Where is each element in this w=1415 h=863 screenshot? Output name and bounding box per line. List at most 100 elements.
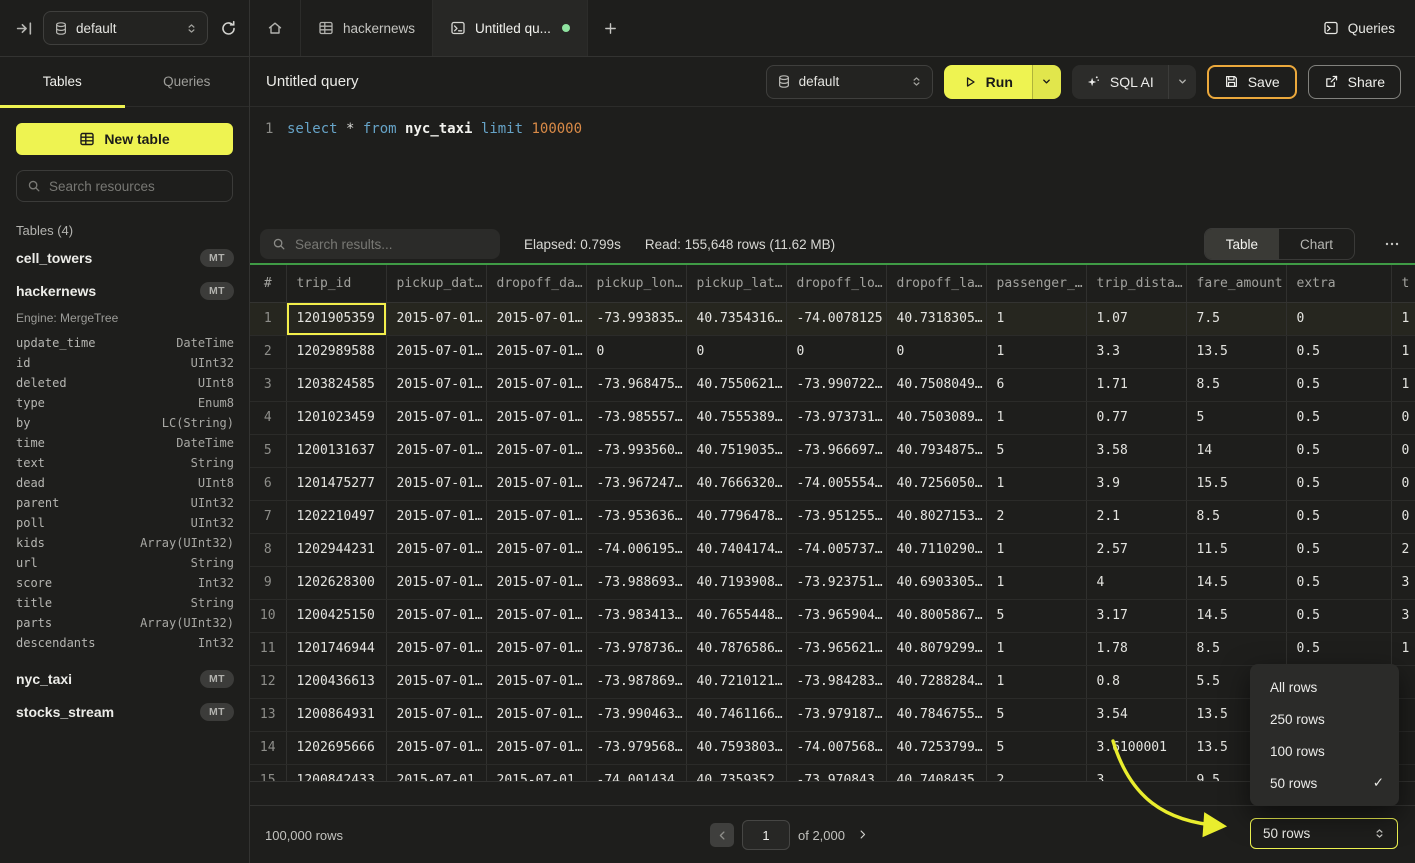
table-cell[interactable]: 2015-07-01… <box>386 434 487 468</box>
table-cell[interactable]: 1203824585 <box>286 368 387 402</box>
table-cell[interactable]: 40.7110290… <box>886 533 987 567</box>
table-cell[interactable]: 1 <box>1391 632 1415 666</box>
column-header[interactable]: pickup_lon… <box>586 265 687 303</box>
table-cell[interactable]: 2015-07-01… <box>486 335 587 369</box>
table-cell[interactable]: 40.7519035… <box>686 434 787 468</box>
table-cell[interactable]: 2015-07-01… <box>386 335 487 369</box>
table-cell[interactable]: 40.8079299… <box>886 632 987 666</box>
table-cell[interactable]: 0 <box>1391 467 1415 501</box>
table-cell[interactable]: 0.5 <box>1286 632 1392 666</box>
column-header[interactable]: dropoff_lo… <box>786 265 887 303</box>
table-cell[interactable]: 4 <box>1086 566 1187 600</box>
tab-untitled-query[interactable]: Untitled qu... <box>433 0 588 56</box>
table-cell[interactable]: 1 <box>986 302 1087 336</box>
table-cell[interactable]: 0.5 <box>1286 368 1392 402</box>
table-cell[interactable]: 2015-07-01… <box>386 302 487 336</box>
table-cell[interactable]: -73.973731… <box>786 401 887 435</box>
table-cell[interactable]: 2015-07-01… <box>386 566 487 600</box>
column-header[interactable]: dropoff_da… <box>486 265 587 303</box>
column-header[interactable]: dropoff_la… <box>886 265 987 303</box>
table-cell[interactable]: 0 <box>1391 500 1415 534</box>
table-cell[interactable]: 2015-07-01… <box>386 764 487 781</box>
table-cell[interactable]: 0 <box>886 335 987 369</box>
table-cell[interactable]: 40.7876586… <box>686 632 787 666</box>
table-cell[interactable]: 14 <box>250 731 287 765</box>
table-cell[interactable]: -73.985557… <box>586 401 687 435</box>
table-cell[interactable]: 4 <box>250 401 287 435</box>
sidebar-item-hackernews[interactable]: hackernews MT <box>16 274 234 307</box>
table-cell[interactable]: 0.5 <box>1286 467 1392 501</box>
table-cell[interactable]: 2 <box>986 764 1087 781</box>
table-cell[interactable]: 2015-07-01… <box>386 731 487 765</box>
collapse-sidebar-icon[interactable] <box>16 20 33 37</box>
table-cell[interactable]: 1 <box>250 302 287 336</box>
table-cell[interactable]: 14.5 <box>1186 599 1287 633</box>
table-cell[interactable]: 40.7318305… <box>886 302 987 336</box>
table-cell[interactable]: 1202695666 <box>286 731 387 765</box>
sidebar-tab-queries[interactable]: Queries <box>125 57 250 106</box>
table-cell[interactable]: 1.78 <box>1086 632 1187 666</box>
table-cell[interactable]: 2 <box>250 335 287 369</box>
database-selector[interactable]: default <box>43 11 208 45</box>
table-cell[interactable]: 2015-07-01… <box>486 302 587 336</box>
share-button[interactable]: Share <box>1307 64 1401 99</box>
table-cell[interactable]: 5 <box>986 698 1087 732</box>
table-cell[interactable]: 3 <box>250 368 287 402</box>
table-cell[interactable]: 0 <box>1391 434 1415 468</box>
table-cell[interactable]: 14 <box>1186 434 1287 468</box>
table-cell[interactable]: 8.5 <box>1186 368 1287 402</box>
table-cell[interactable]: 2015-07-01… <box>486 632 587 666</box>
table-cell[interactable]: 1202989588 <box>286 335 387 369</box>
query-database-selector[interactable]: default <box>765 64 933 99</box>
table-cell[interactable]: 40.7461166… <box>686 698 787 732</box>
table-cell[interactable]: -73.965904… <box>786 599 887 633</box>
run-options-chevron[interactable] <box>1031 64 1061 99</box>
table-cell[interactable]: -73.984283… <box>786 665 887 699</box>
table-cell[interactable]: 2015-07-01… <box>486 731 587 765</box>
table-cell[interactable]: 0.5 <box>1286 401 1392 435</box>
table-cell[interactable]: 3 <box>1391 599 1415 633</box>
next-page-button[interactable] <box>853 824 872 847</box>
table-cell[interactable]: -73.993835… <box>586 302 687 336</box>
table-cell[interactable]: 2015-07-01… <box>386 500 487 534</box>
table-cell[interactable]: 5 <box>986 434 1087 468</box>
table-cell[interactable]: -73.923751… <box>786 566 887 600</box>
table-cell[interactable]: 0.5 <box>1286 599 1392 633</box>
table-cell[interactable]: 40.7404174… <box>686 533 787 567</box>
table-cell[interactable]: -74.006195… <box>586 533 687 567</box>
table-cell[interactable]: -73.979187… <box>786 698 887 732</box>
table-cell[interactable]: 13.5 <box>1186 335 1287 369</box>
table-cell[interactable]: -73.990722… <box>786 368 887 402</box>
table-cell[interactable]: -74.0078125 <box>786 302 887 336</box>
table-cell[interactable]: 1200425150 <box>286 599 387 633</box>
column-header[interactable]: # <box>250 265 287 303</box>
new-table-button[interactable]: New table <box>16 123 233 155</box>
table-cell[interactable]: 3.6100001 <box>1086 731 1187 765</box>
sidebar-item-cell-towers[interactable]: cell_towers MT <box>16 241 234 274</box>
table-cell[interactable]: 2015-07-01… <box>486 500 587 534</box>
table-cell[interactable]: 1.71 <box>1086 368 1187 402</box>
table-cell[interactable]: 0 <box>686 335 787 369</box>
table-cell[interactable]: 1 <box>986 632 1087 666</box>
table-cell[interactable]: 1.07 <box>1086 302 1187 336</box>
table-cell[interactable]: 0.5 <box>1286 566 1392 600</box>
search-results-input[interactable] <box>295 236 488 252</box>
table-cell[interactable]: 40.7288284… <box>886 665 987 699</box>
prev-page-button[interactable] <box>710 823 734 847</box>
table-cell[interactable]: 0 <box>786 335 887 369</box>
table-cell[interactable]: 8.5 <box>1186 500 1287 534</box>
table-cell[interactable]: -73.987869… <box>586 665 687 699</box>
table-cell[interactable]: 2015-07-01… <box>486 533 587 567</box>
table-cell[interactable]: 40.7354316… <box>686 302 787 336</box>
column-header[interactable]: extra <box>1286 265 1392 303</box>
table-cell[interactable]: 40.7655448… <box>686 599 787 633</box>
table-cell[interactable]: -73.988693… <box>586 566 687 600</box>
sidebar-tab-tables[interactable]: Tables <box>0 57 125 108</box>
table-cell[interactable]: -73.993560… <box>586 434 687 468</box>
table-cell[interactable]: 40.7934875… <box>886 434 987 468</box>
page-size-option[interactable]: 100 rows <box>1250 735 1399 767</box>
table-cell[interactable]: 2015-07-01… <box>486 566 587 600</box>
table-cell[interactable]: 1 <box>986 566 1087 600</box>
table-cell[interactable]: 2015-07-01… <box>486 467 587 501</box>
table-cell[interactable]: 0.77 <box>1086 401 1187 435</box>
